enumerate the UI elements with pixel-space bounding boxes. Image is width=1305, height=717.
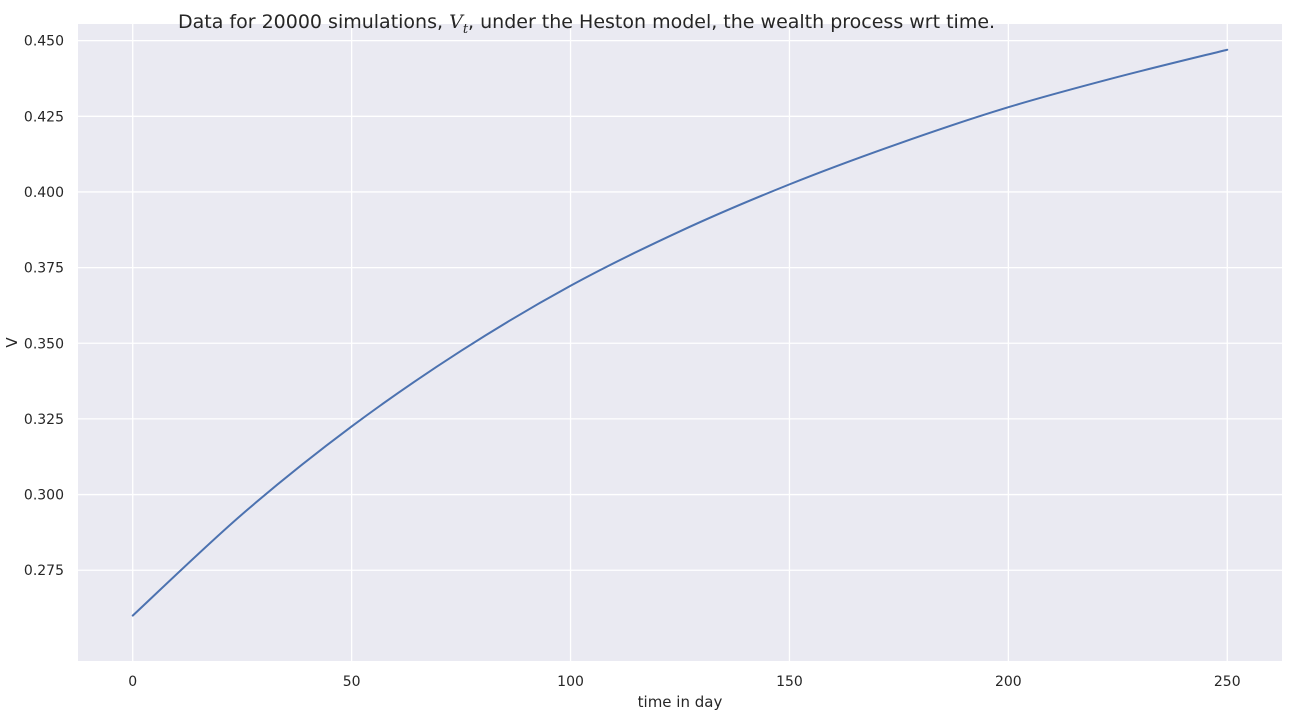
y-tick-label: 0.400 bbox=[24, 185, 64, 201]
grid bbox=[78, 24, 1282, 661]
series-layer bbox=[131, 48, 1229, 617]
y-tick-label: 0.325 bbox=[24, 412, 64, 428]
x-tick-label: 150 bbox=[776, 674, 803, 690]
y-tick-label: 0.375 bbox=[24, 261, 64, 277]
title-suffix: , under the Heston model, the wealth pro… bbox=[468, 11, 995, 33]
y-tick-label: 0.425 bbox=[24, 109, 64, 125]
x-tick-label: 100 bbox=[557, 674, 584, 690]
y-axis-ticks: 0.275 0.300 0.325 0.350 0.375 0.400 0.425 0.450 bbox=[24, 34, 64, 580]
title-math-sub: t bbox=[463, 22, 469, 37]
x-tick-label: 0 bbox=[128, 674, 137, 690]
x-axis-ticks: 0 50 100 150 200 250 bbox=[128, 674, 1240, 690]
y-tick-label: 0.275 bbox=[24, 563, 64, 579]
series-line bbox=[131, 48, 1229, 617]
y-tick-label: 0.450 bbox=[24, 34, 64, 50]
y-tick-label: 0.300 bbox=[24, 488, 64, 504]
x-axis-label: time in day bbox=[638, 693, 723, 711]
x-tick-label: 250 bbox=[1214, 674, 1241, 690]
title-prefix: Data for 20000 simulations, bbox=[178, 11, 449, 33]
x-tick-label: 200 bbox=[995, 674, 1022, 690]
chart-title: Data for 20000 simulations, Vt, under th… bbox=[178, 11, 995, 37]
plot-area bbox=[78, 24, 1282, 661]
y-axis-label: V bbox=[3, 337, 21, 348]
title-math-main: V bbox=[449, 11, 465, 33]
y-tick-label: 0.350 bbox=[24, 336, 64, 352]
x-tick-label: 50 bbox=[343, 674, 361, 690]
